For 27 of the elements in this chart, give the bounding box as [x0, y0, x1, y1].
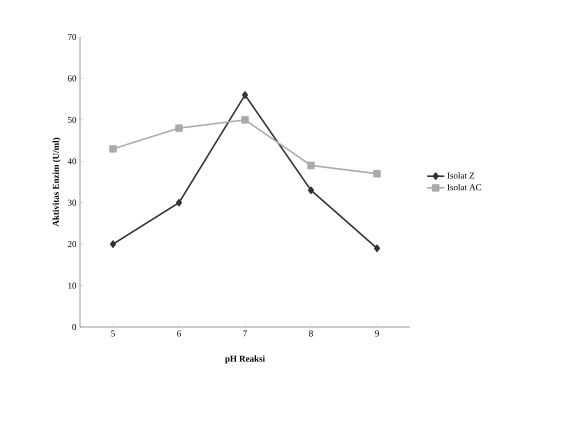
y-axis-title: Aktivitas Enzim (U/ml) [52, 138, 61, 226]
point [242, 91, 248, 99]
point [373, 170, 381, 178]
x-tick-label: 9 [375, 330, 379, 337]
point [176, 198, 182, 207]
x-tick-label: 6 [177, 330, 181, 337]
point [175, 124, 183, 132]
point [110, 240, 116, 248]
x-tick-label: 8 [309, 330, 313, 337]
legend-label: Isolat AC [447, 184, 482, 190]
y-tick-label: 50 [68, 116, 76, 123]
y-tick-label: 60 [68, 75, 76, 82]
x-tick-label: 7 [243, 330, 247, 336]
y-tick-label: 10 [68, 282, 76, 289]
y-tick-label: 30 [68, 200, 76, 206]
x-axis-title: pH Reaksi [225, 355, 265, 364]
point [374, 244, 380, 252]
point [308, 186, 314, 194]
point [307, 162, 315, 170]
point [241, 116, 249, 124]
y-tick-label: 0 [72, 324, 76, 330]
point [109, 145, 117, 153]
legend-label: Isolat Z [447, 172, 474, 179]
y-tick-label: 40 [68, 158, 76, 164]
y-tick-label: 20 [68, 241, 76, 248]
y-tick-label: 70 [68, 34, 76, 40]
x-tick-label: 5 [111, 330, 115, 336]
